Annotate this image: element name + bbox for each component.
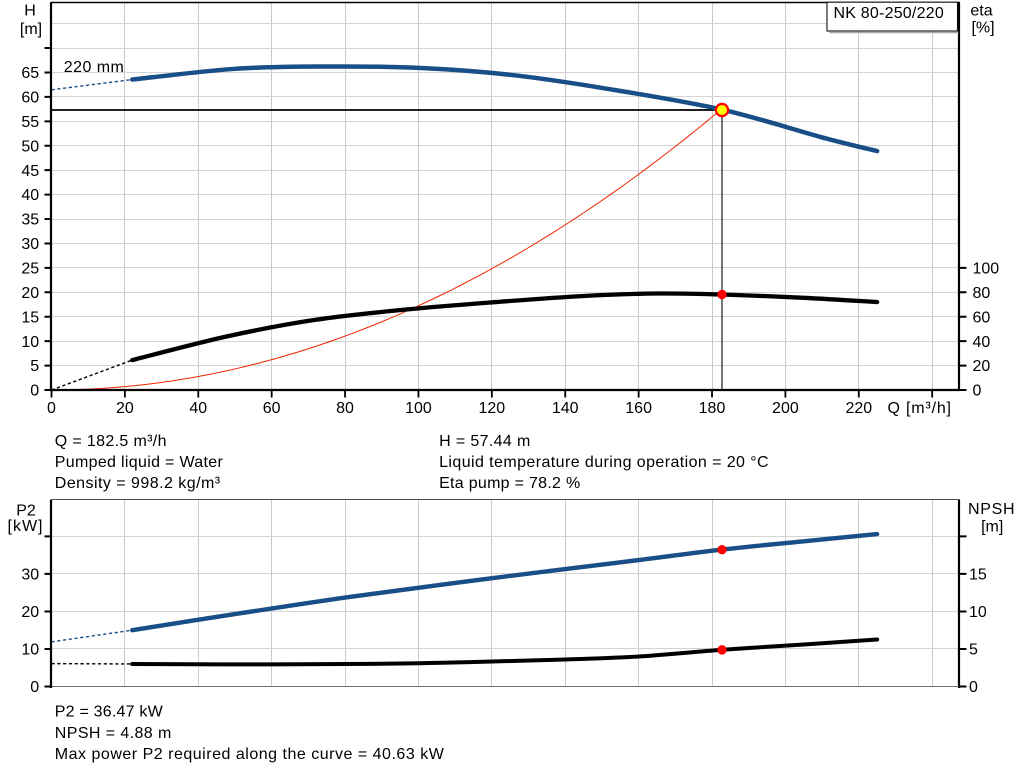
svg-text:5: 5: [30, 358, 39, 375]
svg-text:55: 55: [21, 114, 39, 131]
svg-text:60: 60: [21, 90, 39, 107]
svg-text:0: 0: [47, 400, 56, 417]
svg-text:60: 60: [973, 309, 991, 326]
svg-text:[kW]: [kW]: [8, 518, 43, 535]
svg-text:[%]: [%]: [971, 20, 994, 37]
svg-text:100: 100: [405, 400, 432, 417]
svg-text:Density = 998.2 kg/m³: Density = 998.2 kg/m³: [55, 475, 221, 492]
svg-text:100: 100: [973, 260, 1000, 277]
svg-text:25: 25: [21, 260, 39, 277]
svg-text:20: 20: [21, 604, 39, 621]
svg-text:H: H: [24, 3, 36, 20]
svg-text:P2: P2: [16, 503, 36, 520]
svg-text:15: 15: [21, 309, 39, 326]
svg-text:40: 40: [189, 400, 207, 417]
svg-text:0: 0: [969, 679, 978, 696]
svg-text:P2 = 36.47 kW: P2 = 36.47 kW: [55, 704, 164, 721]
svg-text:140: 140: [552, 400, 579, 417]
svg-text:120: 120: [478, 400, 505, 417]
svg-text:10: 10: [969, 604, 987, 621]
svg-text:0: 0: [30, 679, 39, 696]
svg-text:10: 10: [21, 642, 39, 659]
svg-text:NK 80-250/220: NK 80-250/220: [833, 5, 943, 22]
svg-text:5: 5: [969, 642, 978, 659]
svg-text:80: 80: [336, 400, 354, 417]
svg-text:Max power P2 required along th: Max power P2 required along the curve = …: [55, 746, 445, 763]
svg-text:30: 30: [21, 236, 39, 253]
svg-text:50: 50: [21, 138, 39, 155]
svg-text:0: 0: [973, 383, 982, 400]
svg-text:40: 40: [21, 187, 39, 204]
svg-text:H = 57.44 m: H = 57.44 m: [439, 433, 530, 450]
svg-text:10: 10: [21, 334, 39, 351]
svg-text:0: 0: [30, 383, 39, 400]
svg-text:Eta pump = 78.2 %: Eta pump = 78.2 %: [439, 475, 580, 492]
svg-text:NPSH: NPSH: [968, 501, 1015, 518]
svg-text:220: 220: [845, 400, 872, 417]
svg-text:eta: eta: [970, 3, 992, 20]
svg-text:Q = 182.5 m³/h: Q = 182.5 m³/h: [55, 433, 167, 450]
svg-text:NPSH = 4.88 m: NPSH = 4.88 m: [55, 725, 172, 742]
svg-text:220 mm: 220 mm: [64, 59, 124, 76]
svg-text:200: 200: [772, 400, 799, 417]
svg-text:20: 20: [21, 285, 39, 302]
svg-text:65: 65: [21, 65, 39, 82]
svg-text:15: 15: [969, 567, 987, 584]
svg-text:60: 60: [263, 400, 281, 417]
svg-text:Pumped liquid = Water: Pumped liquid = Water: [55, 454, 224, 471]
svg-text:160: 160: [625, 400, 652, 417]
svg-text:Liquid temperature during oper: Liquid temperature during operation = 20…: [439, 454, 768, 471]
svg-text:35: 35: [21, 212, 39, 229]
svg-text:[m]: [m]: [981, 519, 1003, 536]
svg-text:180: 180: [699, 400, 726, 417]
svg-text:80: 80: [973, 285, 991, 302]
svg-text:45: 45: [21, 163, 39, 180]
svg-text:20: 20: [973, 358, 991, 375]
svg-text:[m]: [m]: [20, 21, 42, 38]
svg-text:40: 40: [973, 334, 991, 351]
svg-text:20: 20: [116, 400, 134, 417]
svg-text:Q [m³/h]: Q [m³/h]: [888, 400, 952, 417]
svg-text:30: 30: [21, 567, 39, 584]
